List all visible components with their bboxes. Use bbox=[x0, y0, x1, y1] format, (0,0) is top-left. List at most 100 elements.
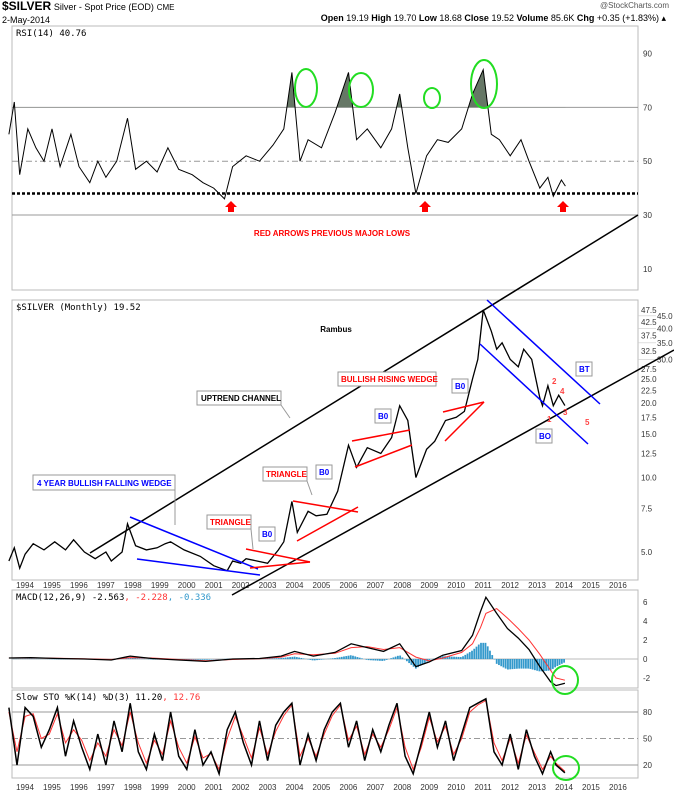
macd-histogram-bar bbox=[450, 656, 453, 660]
breakout-label: B0 bbox=[262, 530, 273, 539]
channel-lower-line bbox=[231, 349, 674, 596]
year-tick-label: 2015 bbox=[582, 783, 600, 792]
callout-box bbox=[32, 474, 176, 491]
close-label: Close bbox=[464, 13, 489, 23]
macd-signal-value: , -2.228 bbox=[124, 593, 167, 603]
sto-highlight-circle bbox=[552, 755, 580, 781]
year-tick-label: 2003 bbox=[259, 783, 277, 792]
macd-histogram-bar bbox=[421, 659, 424, 665]
callout-box bbox=[196, 390, 282, 406]
sto-legend: Slow STO %K(14) %D(3) 11.20, 12.76 bbox=[16, 693, 200, 703]
copyright: @StockCharts.com bbox=[599, 1, 669, 10]
volume-value: 85.6K bbox=[550, 13, 575, 23]
symbol: $SILVER bbox=[2, 0, 52, 13]
year-tick-label: 2001 bbox=[205, 581, 223, 590]
year-tick-label: 2003 bbox=[259, 581, 277, 590]
exchange: CME bbox=[156, 3, 175, 12]
year-tick-label: 2002 bbox=[232, 783, 250, 792]
price-tick-label: 25.0 bbox=[641, 375, 657, 384]
year-tick-label: 2002 bbox=[232, 581, 250, 590]
macd-histogram-bar bbox=[356, 657, 359, 660]
breakout-label: B0 bbox=[319, 468, 330, 477]
macd-histogram-bar bbox=[477, 644, 480, 660]
macd-histogram-bar bbox=[516, 659, 518, 669]
year-tick-label: 2001 bbox=[205, 783, 223, 792]
macd-histogram-bar bbox=[468, 652, 471, 660]
arrow-up-icon bbox=[557, 201, 569, 212]
year-tick-label: 2014 bbox=[555, 783, 573, 792]
year-tick-label: 1994 bbox=[16, 783, 34, 792]
axis-labels: 90705030105.07.510.012.515.017.520.022.5… bbox=[16, 50, 673, 792]
arrow-up-icon bbox=[225, 201, 237, 212]
macd-histogram-bar bbox=[345, 656, 348, 660]
macd-histogram-bar bbox=[558, 659, 561, 665]
rising-wedge-label: BULLISH RISING WEDGE bbox=[341, 375, 439, 384]
macd-histogram-bar bbox=[349, 655, 352, 660]
rsi-tick-label: 70 bbox=[643, 103, 652, 112]
macd-histogram-bar bbox=[268, 658, 271, 660]
macd-histogram-bar bbox=[419, 659, 422, 666]
macd-histogram-bar bbox=[131, 657, 134, 660]
chart-title: $SILVER Silver - Spot Price (EOD) CME bbox=[2, 0, 175, 13]
price-tick-label: 30.0 bbox=[657, 355, 673, 364]
macd-histogram-bar bbox=[563, 659, 565, 663]
macd-histogram-bar bbox=[549, 659, 552, 671]
macd-histogram-bar bbox=[311, 659, 314, 661]
macd-histogram-bar bbox=[491, 655, 494, 660]
wedge-rise-upper bbox=[351, 429, 411, 442]
author-label: Rambus bbox=[320, 325, 352, 334]
macd-histogram-bar bbox=[455, 656, 458, 660]
macd-histogram-bar bbox=[459, 657, 462, 660]
macd-histogram-bar bbox=[502, 659, 505, 668]
chg-value: +0.35 (+1.83%) bbox=[596, 13, 659, 23]
price-tick-label: 12.5 bbox=[641, 450, 657, 459]
macd-histogram-bar bbox=[289, 657, 291, 660]
year-tick-label: 2005 bbox=[313, 581, 331, 590]
macd-panel bbox=[11, 589, 639, 689]
date: 2-May-2014 bbox=[2, 15, 51, 25]
year-tick-label: 1998 bbox=[124, 783, 142, 792]
year-tick-label: 2000 bbox=[178, 581, 196, 590]
macd-histogram-bar bbox=[504, 659, 507, 669]
rsi-highlight-circles bbox=[294, 59, 498, 109]
macd-histogram-bar bbox=[383, 659, 386, 661]
year-tick-label: 2009 bbox=[420, 783, 438, 792]
macd-histogram-bar bbox=[358, 657, 361, 660]
year-tick-label: 1999 bbox=[151, 783, 169, 792]
macd-histogram-bar bbox=[428, 659, 431, 661]
macd-tick-label: -2 bbox=[643, 674, 651, 683]
triangle1-lower bbox=[249, 561, 311, 569]
low-value: 18.68 bbox=[439, 13, 462, 23]
bo-label: BO bbox=[539, 432, 551, 441]
macd-histogram-bar bbox=[190, 659, 193, 660]
description: Silver - Spot Price (EOD) bbox=[53, 2, 154, 12]
macd-line bbox=[8, 595, 566, 687]
year-tick-label: 2007 bbox=[366, 581, 384, 590]
macd-histogram-bar bbox=[408, 659, 411, 664]
year-tick-label: 2015 bbox=[582, 581, 600, 590]
macd-histogram-bar bbox=[484, 642, 487, 660]
macd-histogram-bar bbox=[331, 658, 334, 660]
close-value: 19.52 bbox=[491, 13, 514, 23]
macd-histogram-bar bbox=[152, 659, 154, 660]
price-tick-label: 15.0 bbox=[641, 430, 657, 439]
price-legend: $SILVER (Monthly) 19.52 bbox=[16, 303, 141, 313]
rsi-panel bbox=[11, 25, 639, 291]
macd-histogram-bar bbox=[208, 659, 211, 660]
macd-histogram-bar bbox=[367, 659, 370, 661]
macd-histogram-bar bbox=[340, 656, 343, 660]
macd-histogram-bar bbox=[280, 658, 283, 660]
rsi-annotation: RED ARROWS PREVIOUS MAJOR LOWS bbox=[254, 229, 411, 238]
macd-tick-label: 4 bbox=[643, 617, 648, 626]
rsi-tick-label: 90 bbox=[643, 50, 652, 59]
macd-histogram-bar bbox=[545, 659, 548, 671]
macd-histogram-bar bbox=[320, 659, 323, 660]
year-tick-label: 2012 bbox=[501, 783, 519, 792]
year-tick-label: 1995 bbox=[43, 783, 61, 792]
macd-histogram-bar bbox=[439, 656, 442, 660]
callout-box bbox=[535, 428, 553, 444]
triangle1-upper bbox=[245, 548, 311, 563]
macd-histogram-bar bbox=[134, 658, 137, 660]
series bbox=[8, 67, 566, 777]
macd-histogram-bar bbox=[509, 659, 512, 670]
